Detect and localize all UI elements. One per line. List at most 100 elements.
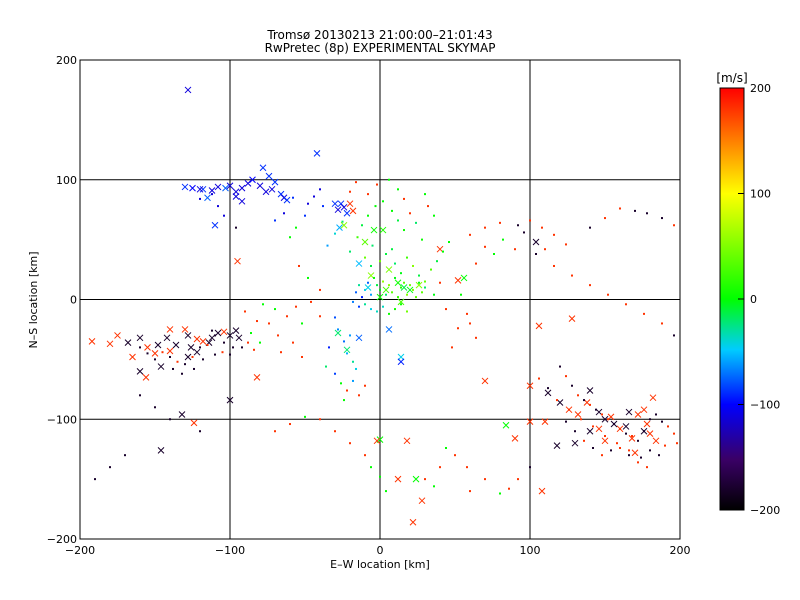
data-point-dot	[253, 348, 255, 351]
data-point-dot	[583, 399, 585, 402]
data-point-dot	[352, 360, 354, 363]
data-point-dot	[466, 312, 468, 315]
data-point-dot	[628, 449, 630, 452]
data-point-dot	[352, 379, 354, 382]
data-point-x	[541, 418, 549, 425]
data-point-dot	[475, 262, 477, 265]
data-point-dot	[319, 418, 321, 421]
data-point-dot	[625, 432, 627, 435]
x-tick-label: 100	[520, 544, 541, 557]
data-point-x	[382, 286, 390, 294]
data-point-dot	[442, 250, 444, 253]
data-points	[88, 86, 678, 526]
data-point-x	[154, 341, 162, 349]
data-point-dot	[161, 351, 164, 354]
data-point-dot	[619, 207, 621, 210]
data-point-x	[136, 334, 144, 342]
data-point-x	[124, 339, 132, 346]
data-point-x	[568, 315, 576, 323]
data-point-x	[502, 421, 510, 429]
data-point-dot	[313, 195, 315, 198]
data-point-x	[406, 286, 414, 294]
data-point-dot	[146, 352, 149, 355]
data-point-dot	[517, 478, 519, 481]
data-point-dot	[358, 305, 360, 308]
data-point-dot	[643, 430, 645, 433]
data-point-dot	[454, 454, 456, 457]
data-point-x	[340, 221, 348, 229]
data-point-x	[481, 377, 489, 385]
data-point-dot	[334, 316, 336, 319]
data-point-dot	[214, 334, 216, 337]
data-point-x	[208, 187, 216, 194]
data-point-x	[181, 183, 189, 191]
data-point-dot	[310, 300, 312, 303]
data-point-dot	[283, 212, 285, 215]
data-point-dot	[274, 430, 276, 433]
data-point-x	[394, 279, 402, 287]
data-point-dot	[436, 260, 438, 263]
data-point-dot	[649, 418, 651, 421]
data-point-dot	[349, 442, 351, 445]
data-point-dot	[154, 358, 156, 361]
data-point-dot	[553, 264, 555, 267]
plot-frame	[79, 59, 681, 540]
data-point-dot	[421, 291, 423, 294]
data-point-dot	[235, 226, 237, 229]
data-point-dot	[214, 353, 216, 356]
data-point-dot	[667, 425, 669, 428]
data-point-dot	[274, 308, 276, 311]
data-point-x	[226, 332, 234, 339]
data-point-dot	[643, 312, 645, 315]
data-point-dot	[484, 226, 486, 229]
data-point-dot	[637, 439, 639, 442]
data-point-dot	[364, 256, 366, 259]
data-point-dot	[221, 351, 224, 354]
data-point-x	[232, 327, 240, 334]
data-point-dot	[247, 341, 249, 344]
data-point-dot	[334, 430, 336, 433]
data-point-dot	[469, 322, 471, 325]
data-point-dot	[364, 288, 366, 291]
data-point-x	[634, 411, 642, 418]
data-point-dot	[298, 264, 300, 267]
data-point-dot	[376, 310, 378, 313]
data-point-x	[526, 382, 534, 390]
data-point-dot	[412, 264, 414, 267]
data-point-x	[142, 373, 150, 381]
data-point-dot	[374, 205, 377, 208]
data-point-dot	[613, 423, 615, 426]
data-point-dot	[499, 492, 501, 495]
data-point-dot	[445, 446, 447, 449]
data-point-dot	[304, 214, 306, 217]
data-point-x	[163, 334, 171, 342]
data-point-x	[418, 497, 426, 505]
y-axis-ticks: −200 −100 0 100 200	[47, 54, 77, 546]
data-point-dot	[406, 310, 408, 313]
data-point-dot	[94, 478, 96, 481]
data-point-dot	[430, 268, 432, 271]
data-point-x	[232, 193, 240, 200]
data-point-dot	[388, 178, 390, 181]
data-point-dot	[370, 293, 372, 296]
data-point-dot	[433, 293, 435, 296]
data-point-dot	[538, 377, 540, 380]
data-point-x	[571, 439, 579, 447]
data-point-dot	[370, 264, 372, 267]
data-point-x	[136, 367, 144, 375]
data-point-x	[649, 394, 657, 402]
data-point-dot	[415, 221, 417, 224]
data-point-dot	[529, 219, 531, 222]
data-point-x	[238, 197, 246, 205]
data-point-x	[409, 518, 417, 526]
data-point-dot	[124, 454, 126, 457]
data-point-x	[313, 150, 321, 157]
data-point-dot	[421, 238, 423, 241]
colorbar-tick-label: 0	[750, 293, 757, 306]
data-point-dot	[658, 454, 660, 457]
data-point-x	[232, 188, 240, 196]
data-point-dot	[409, 284, 411, 287]
data-point-x	[334, 329, 342, 337]
data-point-dot	[412, 288, 414, 291]
